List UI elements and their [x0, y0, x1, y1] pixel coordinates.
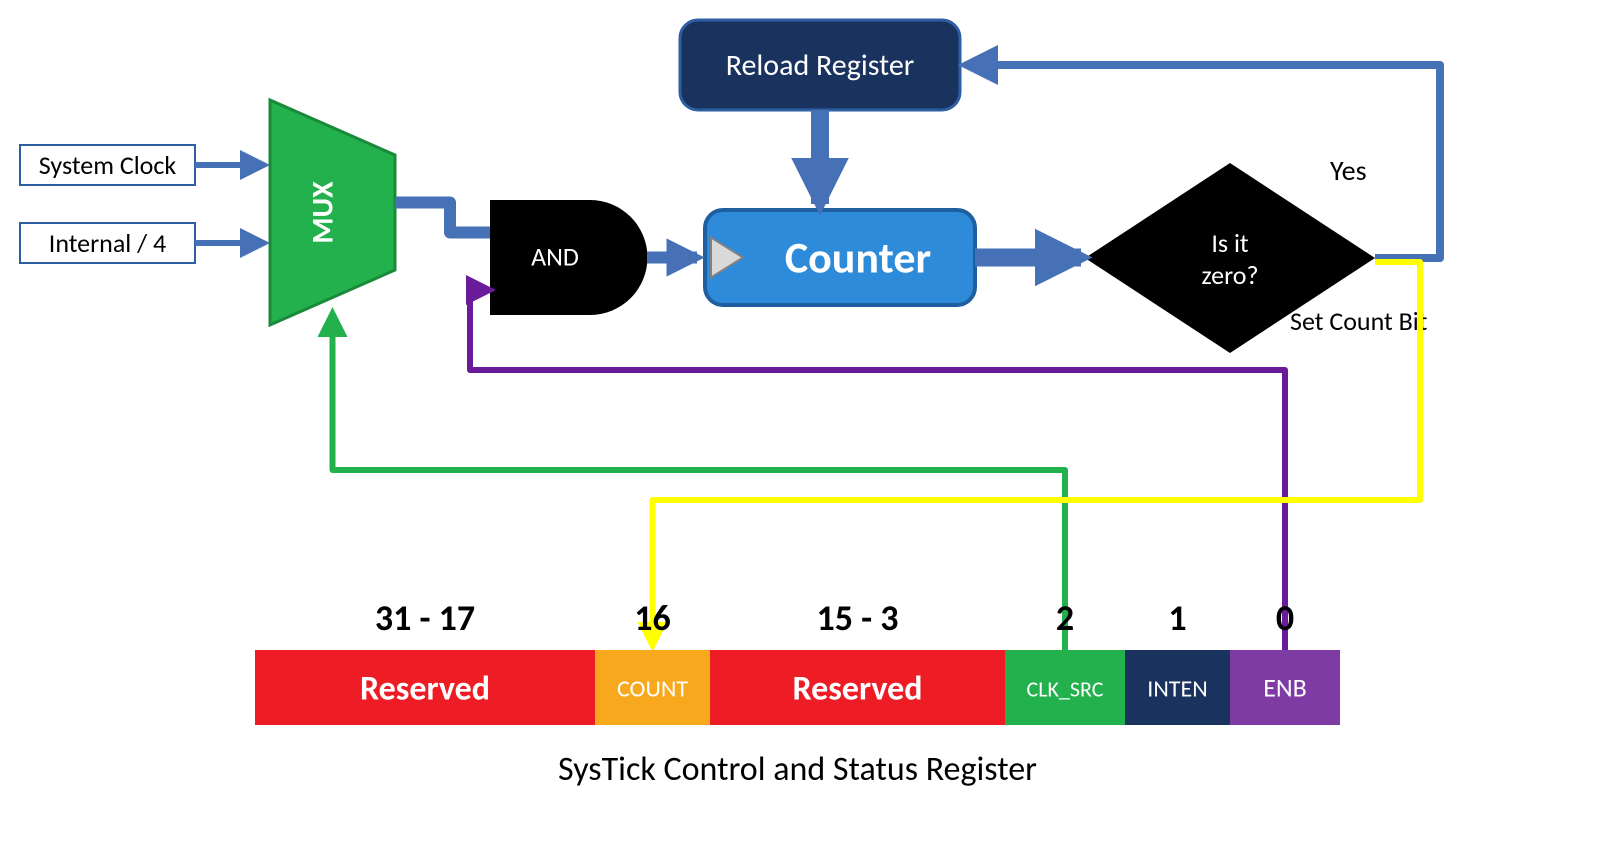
systick-diagram: System Clock Internal / 4 MUX AND Reload Reg… [0, 0, 1600, 853]
internal4-label: Internal / 4 [49, 227, 166, 259]
reg-field-label-3: CLK_SRC [1027, 676, 1104, 703]
and-label: AND [531, 241, 579, 273]
reload-label: Reload Register [726, 47, 915, 84]
reg-bits-0: 31 - 17 [375, 596, 475, 640]
mux-label: MUX [305, 181, 342, 244]
sys_clock-label: System Clock [39, 149, 177, 181]
decision-label-2: zero? [1201, 259, 1258, 291]
reg-bits-2: 15 - 3 [816, 596, 898, 640]
arrow-mux-to-and [395, 203, 490, 233]
reg-bits-1: 16 [634, 596, 671, 640]
reg-field-label-5: ENB [1263, 672, 1307, 704]
register-title: SysTick Control and Status Register [558, 749, 1037, 790]
decision-yes-label: Yes [1330, 153, 1367, 188]
counter-label: Counter [785, 231, 931, 285]
reg-bits-4: 1 [1168, 596, 1186, 640]
decision-set-label: Set Count Bit [1290, 305, 1428, 337]
reg-bits-3: 2 [1056, 596, 1074, 640]
reg-field-label-2: Reserved [793, 669, 923, 710]
reg-field-label-0: Reserved [360, 669, 490, 710]
decision-label-1: Is it [1211, 227, 1249, 259]
reg-field-label-4: INTEN [1147, 675, 1207, 704]
reg-field-label-1: COUNT [617, 675, 688, 704]
reg-bits-5: 0 [1276, 596, 1294, 640]
